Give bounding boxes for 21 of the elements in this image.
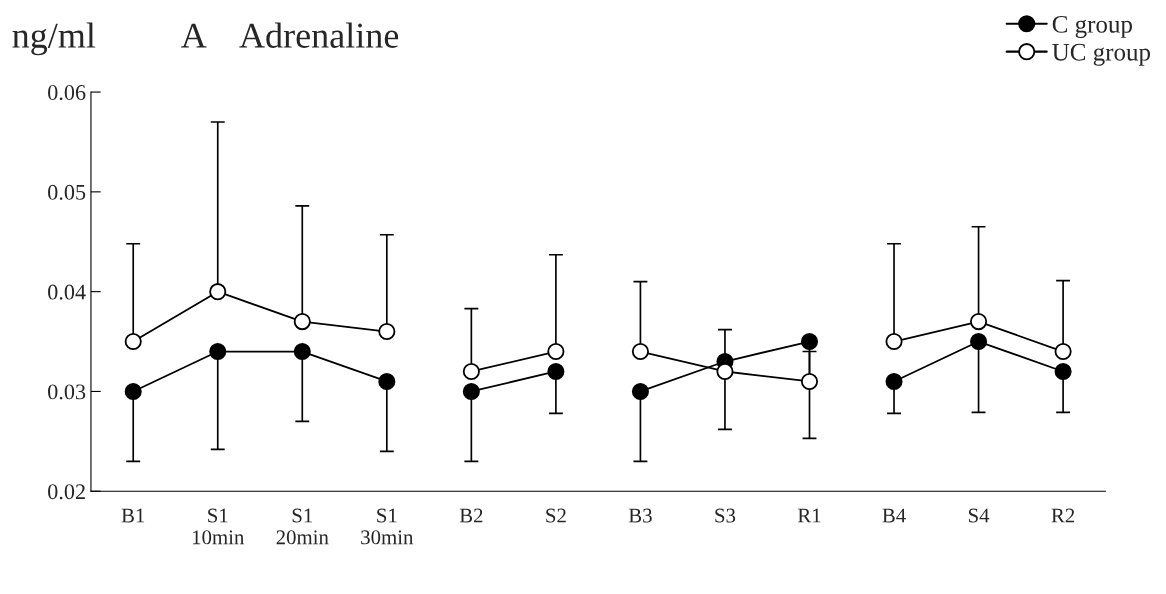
y-tick-label: 0.02: [48, 484, 85, 500]
x-tick-label: S1 10min: [192, 508, 245, 545]
x-tick-label: B2: [459, 508, 483, 523]
x-tick-label: S3: [715, 508, 736, 523]
x-tick-label: S1 30min: [361, 508, 414, 545]
x-tick-label: B3: [628, 508, 652, 523]
y-tick-label: 0.05: [48, 184, 86, 200]
x-tick-label: S1 20min: [276, 508, 329, 545]
x-tick-label: B4: [882, 508, 906, 523]
legend-label: UC group: [1052, 43, 1151, 66]
legend-label: C group: [1052, 15, 1132, 38]
y-axis-title: ng/ml: [12, 22, 96, 56]
y-tick-label: 0.06: [48, 85, 86, 101]
x-tick-label: R2: [1051, 508, 1075, 523]
x-tick-label: S4: [968, 508, 990, 523]
x-tick-label: S2: [546, 508, 566, 523]
y-tick-label: 0.04: [48, 284, 86, 300]
x-tick-label: B1: [121, 508, 145, 523]
x-tick-label: R1: [797, 508, 821, 523]
y-tick-label: 0.03: [48, 384, 86, 400]
chart-title: A Adrenaline: [181, 22, 399, 48]
